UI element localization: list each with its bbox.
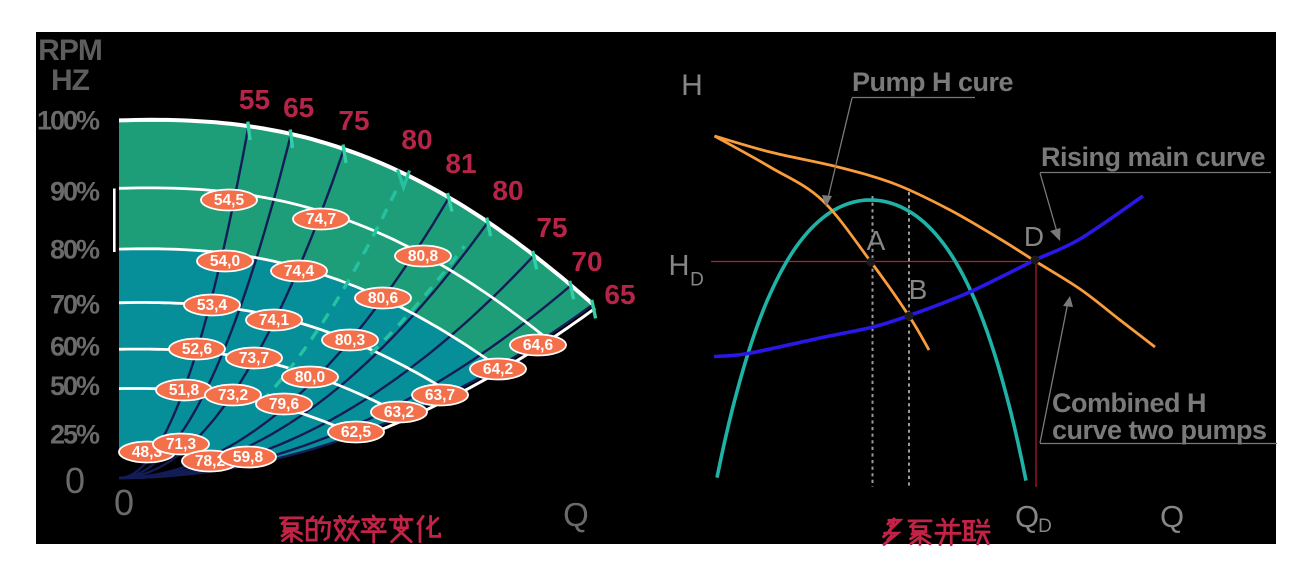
svg-text:54,5: 54,5 [214,192,245,209]
svg-text:51,8: 51,8 [169,382,200,399]
svg-text:Combined H: Combined H [1052,388,1206,418]
svg-text:D: D [1038,516,1052,537]
svg-text:78,2: 78,2 [195,453,225,470]
svg-text:90%: 90% [50,177,100,207]
svg-text:80: 80 [492,175,523,206]
svg-text:Q: Q [1160,499,1184,534]
svg-text:80: 80 [401,124,432,155]
svg-text:62,5: 62,5 [341,424,372,441]
svg-text:60%: 60% [50,332,100,362]
svg-text:B: B [909,274,928,305]
svg-text:74,4: 74,4 [284,263,315,280]
svg-text:H: H [669,250,690,282]
svg-text:H: H [681,69,703,102]
svg-text:80,0: 80,0 [295,369,325,386]
svg-text:80,6: 80,6 [368,290,399,307]
svg-text:70: 70 [571,246,602,277]
svg-text:HZ: HZ [51,64,90,97]
svg-text:74,7: 74,7 [306,211,336,228]
svg-text:75: 75 [536,212,567,243]
svg-text:80%: 80% [50,235,100,265]
svg-text:50%: 50% [50,371,100,401]
svg-text:64,6: 64,6 [523,337,554,354]
svg-text:Q: Q [1015,499,1039,534]
svg-text:74,1: 74,1 [259,312,290,329]
svg-text:73,2: 73,2 [218,387,248,404]
svg-text:A: A [867,225,886,256]
svg-text:80,8: 80,8 [408,248,439,265]
svg-text:81: 81 [445,148,476,179]
svg-text:25%: 25% [50,420,100,450]
svg-text:curve two pumps: curve two pumps [1052,415,1267,445]
svg-text:65: 65 [604,279,635,310]
svg-text:Pump H cure: Pump H cure [852,67,1014,97]
svg-text:D: D [690,270,704,291]
svg-text:100%: 100% [37,106,100,136]
svg-text:52,6: 52,6 [182,341,213,358]
svg-text:73,7: 73,7 [239,350,269,367]
svg-text:79,6: 79,6 [269,396,300,413]
svg-text:64,2: 64,2 [483,361,513,378]
svg-text:D: D [1024,221,1044,252]
svg-text:75: 75 [338,105,369,136]
svg-text:63,2: 63,2 [384,404,414,421]
svg-text:63,7: 63,7 [425,387,455,404]
svg-text:71,3: 71,3 [166,436,197,453]
svg-text:Q: Q [563,496,589,533]
svg-text:53,4: 53,4 [197,297,228,314]
svg-text:0: 0 [65,460,85,501]
svg-text:RPM: RPM [38,34,102,67]
svg-text:Rising main curve: Rising main curve [1041,142,1266,172]
svg-text:70%: 70% [50,290,100,320]
svg-text:65: 65 [283,92,314,123]
svg-text:0: 0 [114,482,134,523]
svg-text:80,3: 80,3 [335,332,366,349]
svg-text:59,8: 59,8 [233,449,264,466]
svg-text:54,0: 54,0 [210,253,240,270]
svg-text:55: 55 [239,84,270,115]
